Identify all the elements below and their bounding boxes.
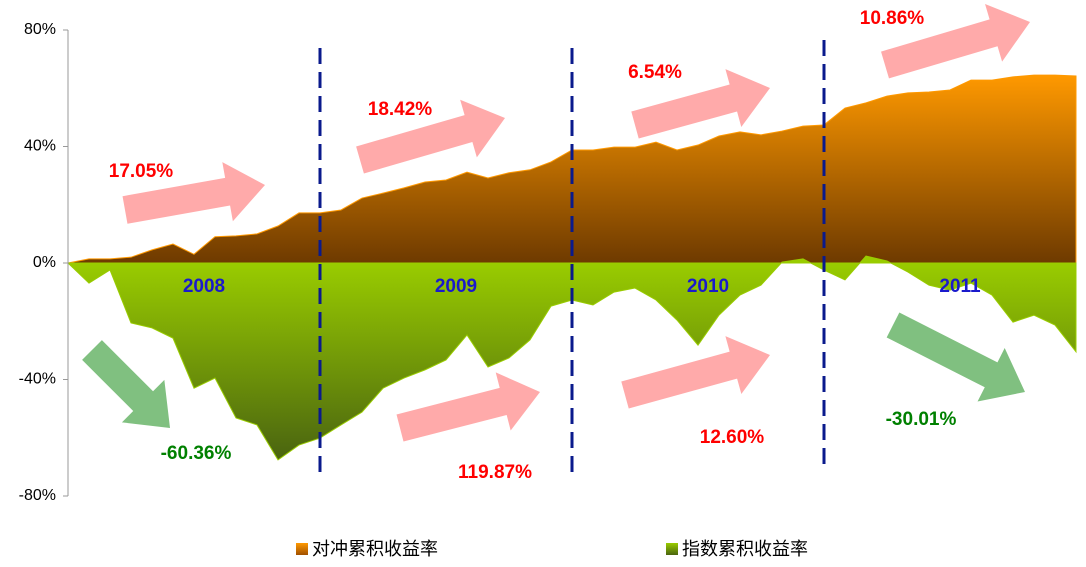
arrow bbox=[881, 4, 1030, 79]
arrow bbox=[122, 162, 265, 224]
annotation: -30.01% bbox=[886, 409, 957, 430]
legend-swatch bbox=[296, 543, 308, 555]
y-tick-label: 40% bbox=[24, 138, 56, 155]
arrow bbox=[356, 99, 505, 174]
x-tick-label: 2011 bbox=[939, 276, 981, 297]
y-tick-label: 0% bbox=[33, 254, 56, 271]
y-tick-label: -80% bbox=[19, 487, 56, 504]
arrow bbox=[396, 372, 540, 442]
legend-label: 指数累积收益率 bbox=[682, 539, 808, 560]
x-tick-label: 2008 bbox=[183, 276, 225, 297]
arrow bbox=[886, 312, 1025, 402]
arrow bbox=[82, 340, 170, 428]
arrow bbox=[621, 336, 770, 409]
annotation: 12.60% bbox=[700, 427, 765, 448]
annotation: 119.87% bbox=[458, 462, 532, 483]
legend-swatch bbox=[666, 543, 678, 555]
x-tick-label: 2010 bbox=[687, 276, 729, 297]
annotation: 17.05% bbox=[109, 161, 174, 182]
annotation: 18.42% bbox=[368, 99, 433, 120]
x-tick-label: 2009 bbox=[435, 276, 477, 297]
arrow bbox=[631, 69, 770, 139]
legend-label: 对冲累积收益率 bbox=[312, 539, 438, 560]
y-tick-label: -40% bbox=[19, 371, 56, 388]
annotation: 6.54% bbox=[628, 62, 682, 83]
y-tick-label: 80% bbox=[24, 21, 56, 38]
annotation: 10.86% bbox=[860, 8, 925, 29]
annotation: -60.36% bbox=[161, 443, 232, 464]
